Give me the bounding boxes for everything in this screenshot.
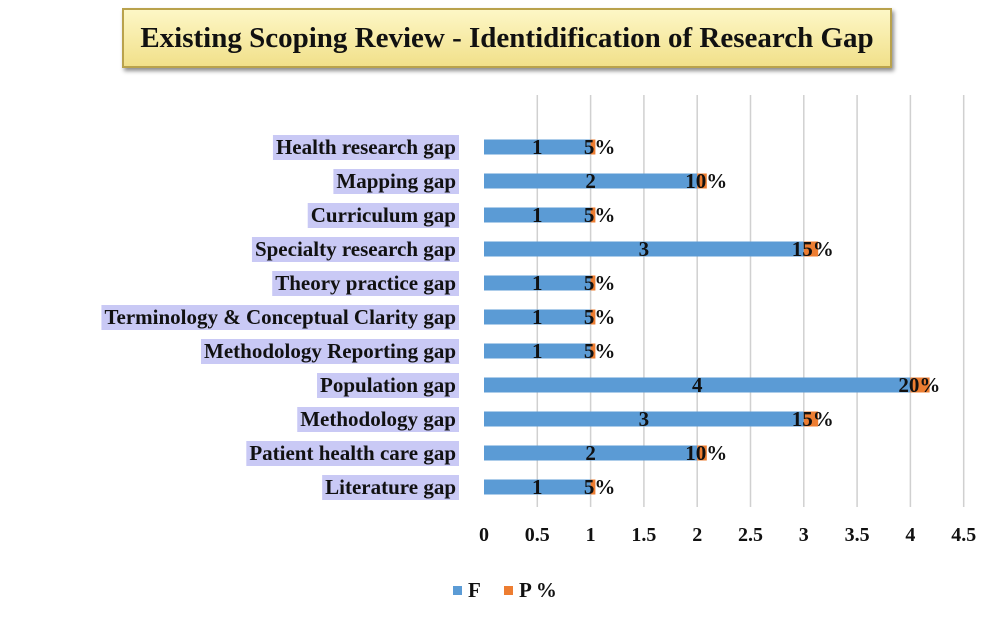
data-label-f: 2	[585, 441, 596, 465]
bar-f	[484, 309, 591, 325]
x-tick-label: 3	[799, 524, 809, 546]
bar-f	[484, 377, 911, 393]
x-tick-label: 2	[692, 524, 702, 546]
x-tick-label: 4.5	[951, 524, 976, 546]
bar-p-percent	[803, 411, 819, 427]
data-label-f: 4	[692, 373, 703, 397]
legend-label-f: F	[468, 578, 481, 602]
category-label: Patient health care gap	[249, 441, 456, 465]
category-label: Mapping gap	[336, 169, 456, 193]
category-label: Theory practice gap	[275, 271, 456, 295]
category-label: Terminology & Conceptual Clarity gap	[104, 305, 456, 329]
data-label-p-percent: 5%	[584, 271, 616, 295]
category-label-background	[307, 203, 459, 228]
x-tick-label: 1.5	[631, 524, 656, 546]
legend: F P %	[453, 578, 557, 602]
chart-title: Existing Scoping Review - Identidificati…	[122, 8, 892, 68]
data-label-p-percent: 5%	[584, 203, 616, 227]
x-tick-label: 1	[586, 524, 596, 546]
category-label: Curriculum gap	[311, 203, 456, 227]
category-label-background	[317, 373, 459, 398]
bar-f	[484, 139, 591, 155]
data-label-p-percent: 5%	[584, 135, 616, 159]
category-label-background	[101, 305, 459, 330]
bar-f	[484, 343, 591, 359]
gridlines	[536, 95, 965, 507]
category-label: Methodology Reporting gap	[204, 339, 456, 363]
bar-p-percent	[590, 343, 596, 359]
x-tick-label: 3.5	[845, 524, 870, 546]
data-label-p-percent: 5%	[584, 475, 616, 499]
bar-f	[484, 479, 591, 495]
bar-f	[484, 173, 698, 189]
category-label-background	[272, 271, 459, 296]
bar-p-percent	[803, 241, 819, 257]
bars	[484, 139, 930, 495]
data-label-p-percent: 5%	[584, 305, 616, 329]
bar-p-percent	[590, 139, 596, 155]
x-tick-label: 4	[905, 524, 915, 546]
legend-swatch-f	[453, 586, 462, 595]
category-label: Health research gap	[276, 135, 456, 159]
bar-f	[484, 241, 804, 257]
category-label-background	[251, 237, 459, 262]
data-label-f: 3	[639, 237, 650, 261]
x-tick-label: 2.5	[738, 524, 763, 546]
category-label-background	[272, 135, 459, 160]
bar-p-percent	[590, 207, 596, 223]
data-label-p-percent: 20%	[898, 373, 940, 397]
category-label-background	[297, 407, 459, 432]
data-label-f: 3	[639, 407, 650, 431]
labels: 0 0.5 1 1.5 2 2.5 3 3.5 4 4.5 Health research gap 1…	[104, 135, 976, 546]
bar-p-percent	[697, 173, 707, 189]
data-label-f: 2	[585, 169, 596, 193]
data-label-p-percent: 5%	[584, 339, 616, 363]
data-label-p-percent: 10%	[685, 169, 727, 193]
category-label: Literature gap	[325, 475, 456, 499]
data-label-p-percent: 10%	[685, 441, 727, 465]
legend-label-p-percent: P %	[519, 578, 557, 602]
category-label: Population gap	[320, 373, 456, 397]
bar-p-percent	[910, 377, 930, 393]
x-tick-label: 0	[479, 524, 489, 546]
category-label-backgrounds	[101, 135, 459, 500]
data-label-p-percent: 15%	[792, 407, 834, 431]
bar-p-percent	[697, 445, 707, 461]
category-label: Methodology gap	[300, 407, 456, 431]
bar-p-percent	[590, 479, 596, 495]
data-label-f: 1	[532, 271, 543, 295]
bar-p-percent	[590, 309, 596, 325]
bar-f	[484, 445, 698, 461]
data-label-f: 1	[532, 135, 543, 159]
data-label-f: 1	[532, 475, 543, 499]
bar-f	[484, 207, 591, 223]
category-label-background	[201, 339, 459, 364]
x-tick-label: 0.5	[525, 524, 550, 546]
category-label: Specialty research gap	[255, 237, 456, 261]
data-label-f: 1	[532, 305, 543, 329]
data-label-f: 1	[532, 339, 543, 363]
category-label-background	[333, 169, 459, 194]
category-label-background	[246, 441, 459, 466]
bar-p-percent	[590, 275, 596, 291]
bar-f	[484, 275, 591, 291]
category-label-background	[322, 475, 459, 500]
data-label-f: 1	[532, 203, 543, 227]
legend-swatch-p-percent	[504, 586, 513, 595]
bar-f	[484, 411, 804, 427]
data-label-p-percent: 15%	[792, 237, 834, 261]
